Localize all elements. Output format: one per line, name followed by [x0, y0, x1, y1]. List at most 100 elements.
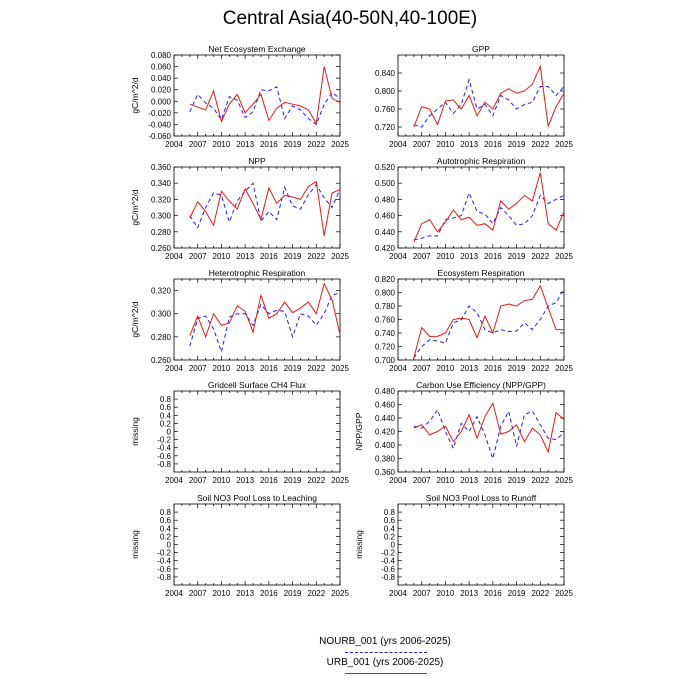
series-line-urb: [413, 172, 565, 243]
y-tick-label: 0.300: [151, 212, 172, 221]
y-axis-label: missing: [130, 530, 140, 559]
x-tick-label: 2007: [189, 140, 207, 149]
x-tick-label: 2016: [484, 252, 502, 261]
x-tick-label: 2004: [389, 140, 407, 149]
y-tick-label: -0.8: [157, 573, 171, 582]
legend-label-nourb: NOURB_001 (yrs 2006-2025): [319, 636, 451, 647]
x-tick-label: 2013: [236, 252, 254, 261]
plot-frame: [173, 278, 341, 361]
panel-title: Net Ecosystem Exchange: [208, 44, 306, 54]
x-tick-label: 2013: [460, 140, 478, 149]
y-tick-label: 0.8: [384, 508, 396, 517]
panel-title: Ecosystem Respiration: [438, 268, 525, 278]
legend-line-urb: [345, 673, 427, 674]
x-tick-label: 2010: [437, 252, 455, 261]
y-tick-label: 0.800: [375, 289, 396, 298]
y-tick-label: -0.6: [157, 452, 171, 461]
panel-4: Autotrophic Respiration 0.420 0.440 0.460 0.…: [375, 156, 573, 261]
x-tick-label: 2019: [284, 140, 302, 149]
y-tick-label: -0.2: [157, 436, 171, 445]
panel-9: Soil NO3 Pool Loss to Leaching missing -0.…: [130, 493, 349, 598]
panel-6: Ecosystem Respiration 0.700 0.720 0.740 0.76…: [375, 268, 573, 373]
x-tick-label: 2022: [307, 476, 325, 485]
y-axis-label: gC/m^2/d: [130, 301, 140, 337]
plot-frame: [173, 503, 341, 586]
panel-title: Autotrophic Respiration: [437, 156, 526, 166]
y-tick-label: -0.060: [148, 132, 171, 141]
y-tick-label: 0.280: [151, 228, 172, 237]
panel-7: Gridcell Surface CH4 Flux missing -0.8-0.6…: [130, 380, 349, 485]
x-tick-label: 2010: [213, 589, 231, 598]
series-line-urb: [189, 66, 341, 125]
y-tick-label: 0.700: [375, 356, 396, 365]
x-tick-label: 2010: [213, 476, 231, 485]
panel-title: Soil NO3 Pool Loss to Leaching: [197, 493, 317, 503]
x-tick-label: 2025: [555, 589, 573, 598]
x-tick-label: 2004: [165, 140, 183, 149]
x-tick-label: 2019: [508, 364, 526, 373]
x-tick-label: 2016: [260, 140, 278, 149]
x-tick-label: 2022: [531, 476, 549, 485]
x-tick-label: 2004: [389, 476, 407, 485]
y-tick-label: -0.8: [157, 460, 171, 469]
y-tick-label: 0.840: [375, 69, 396, 78]
x-tick-label: 2004: [165, 589, 183, 598]
x-tick-label: 2013: [236, 364, 254, 373]
panel-title: NPP: [248, 156, 266, 166]
series-line-urb: [189, 282, 341, 339]
y-tick-label: 0.720: [375, 123, 396, 132]
y-tick-label: 0.320: [151, 287, 172, 296]
x-tick-label: 2007: [413, 589, 431, 598]
panel-8: Carbon Use Efficiency (NPP/GPP) NPP/GPP 0.…: [354, 380, 573, 485]
y-tick-label: 0.420: [375, 428, 396, 437]
x-tick-label: 2013: [460, 364, 478, 373]
panel-2: GPP 0.720 0.760 0.800 0.840 2004 2007 2010 2013 2…: [375, 44, 573, 149]
x-tick-label: 2016: [260, 364, 278, 373]
y-tick-label: 0.460: [375, 401, 396, 410]
x-tick-label: 2013: [460, 476, 478, 485]
x-tick-label: 2016: [484, 140, 502, 149]
y-tick-label: -0.020: [148, 109, 171, 118]
x-tick-label: 2007: [189, 589, 207, 598]
y-tick-label: 0.800: [375, 87, 396, 96]
y-tick-label: -0.4: [381, 557, 395, 566]
y-tick-label: 0.320: [151, 195, 172, 204]
series-line-nourb: [413, 77, 565, 128]
y-tick-label: 0.500: [375, 179, 396, 188]
y-tick-label: 0.820: [375, 275, 396, 284]
y-tick-label: 0.340: [151, 179, 172, 188]
plot-frame: [397, 54, 565, 137]
x-tick-label: 2013: [460, 252, 478, 261]
plot-frame: [397, 503, 565, 586]
x-tick-label: 2025: [331, 589, 349, 598]
x-tick-label: 2016: [260, 589, 278, 598]
x-tick-label: 2013: [236, 476, 254, 485]
x-tick-label: 2007: [413, 364, 431, 373]
x-tick-label: 2016: [484, 364, 502, 373]
panel-title: GPP: [472, 44, 490, 54]
x-tick-label: 2022: [531, 252, 549, 261]
x-tick-label: 2007: [413, 476, 431, 485]
x-tick-label: 2016: [260, 252, 278, 261]
x-tick-label: 2007: [413, 140, 431, 149]
x-tick-label: 2025: [331, 140, 349, 149]
y-axis-label: gC/m^2/d: [130, 189, 140, 225]
y-tick-label: -0.040: [148, 120, 171, 129]
legend-line-nourb: [345, 652, 427, 653]
x-tick-label: 2025: [555, 252, 573, 261]
x-tick-label: 2013: [460, 589, 478, 598]
x-tick-label: 2022: [531, 140, 549, 149]
y-tick-label: 0.2: [160, 419, 172, 428]
y-tick-label: 0.740: [375, 329, 396, 338]
x-tick-label: 2010: [437, 476, 455, 485]
y-axis-label: NPP/GPP: [354, 412, 364, 450]
x-tick-label: 2025: [555, 364, 573, 373]
x-tick-label: 2007: [413, 252, 431, 261]
x-tick-label: 2025: [555, 140, 573, 149]
y-tick-label: 0.400: [375, 441, 396, 450]
x-tick-label: 2022: [307, 364, 325, 373]
series-line-urb: [413, 401, 565, 454]
y-tick-label: 0.360: [375, 468, 396, 477]
x-tick-label: 2022: [307, 589, 325, 598]
